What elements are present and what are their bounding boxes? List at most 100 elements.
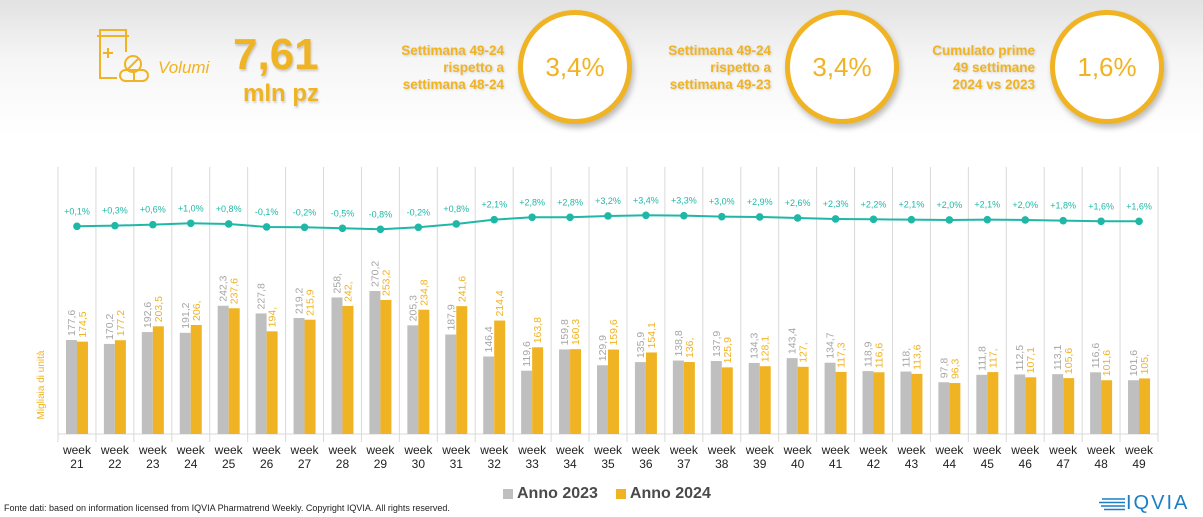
iqvia-logo-text: IQVIA	[1126, 492, 1190, 514]
bar-2023	[255, 313, 267, 434]
change-point	[831, 215, 840, 223]
bar-2024	[418, 309, 430, 434]
x-tick-label: week 45	[972, 443, 1002, 471]
bar-label-2023: 137,9	[711, 331, 723, 357]
chart-legend: Anno 2023 Anno 2024	[503, 485, 729, 503]
bar-label-2024: 163,8	[532, 317, 544, 343]
bar-label-2023: 134,7	[825, 332, 837, 358]
bar-label-2024: 107,1	[1025, 347, 1037, 373]
volumi-value: 7,61	[233, 30, 319, 79]
bar-2024	[1063, 378, 1075, 434]
change-label: +2,0%	[936, 200, 962, 210]
bar-label-2024: 127,	[798, 342, 810, 362]
bar-2024	[1139, 378, 1151, 434]
bar-2023	[862, 371, 874, 434]
change-label: +3,4%	[633, 195, 659, 205]
bar-2023	[407, 325, 419, 434]
bar-2023	[217, 305, 229, 434]
x-tick-label: week 34	[555, 443, 585, 471]
bar-label-2023: 159,8	[559, 319, 571, 345]
change-point	[414, 223, 423, 232]
legend-swatch-2023	[503, 489, 513, 499]
bar-2024	[608, 349, 619, 434]
change-label: +3,3%	[671, 196, 697, 206]
bar-label-2023: 258,	[331, 273, 343, 293]
bar-2023	[331, 297, 343, 434]
y-axis-label: Migliaia di unità	[36, 350, 47, 419]
change-label: +2,0%	[1012, 200, 1038, 210]
bar-2023	[1128, 380, 1140, 434]
x-tick-label: week 24	[176, 443, 206, 471]
change-label: +2,2%	[861, 199, 887, 209]
bar-label-2023: 270,2	[369, 261, 381, 287]
bar-2024	[342, 305, 354, 434]
change-label: -0,1%	[255, 207, 279, 217]
change-point	[452, 220, 461, 228]
kpi-week-vs-prev-circle: 3,4%	[518, 10, 632, 124]
chart-x-axis: week 21 week 22 week 23 week 24 week 25 week 26 week…	[62, 443, 1154, 471]
bar-2024	[228, 308, 240, 434]
legend-item-2023: Anno 2023	[503, 485, 598, 503]
bar-2024	[152, 326, 164, 434]
change-point	[149, 220, 157, 229]
bar-2023	[521, 370, 533, 434]
bar-2024	[456, 306, 468, 434]
bar-label-2024: 116,6	[874, 343, 886, 369]
iqvia-logo-stripes-icon	[1099, 497, 1125, 510]
chart-bars	[65, 291, 1151, 434]
kpi-week-vs-lastyear-label: Settimana 49-24 rispetto a settimana 49-…	[668, 43, 771, 92]
bar-label-2024: 96,3	[949, 358, 961, 379]
change-label: +2,6%	[785, 198, 811, 208]
bar-2023	[179, 332, 191, 434]
medicine-pills-icon	[97, 29, 149, 82]
x-tick-label: week 30	[403, 443, 433, 471]
x-tick-label: week 40	[783, 443, 813, 471]
bar-label-2024: 113,6	[911, 344, 923, 370]
bar-2024	[1101, 380, 1113, 434]
bar-2023	[369, 291, 381, 434]
bar-label-2023: 177,6	[66, 310, 78, 336]
x-tick-label: week 22	[100, 443, 130, 471]
change-point	[983, 215, 992, 224]
change-label: +3,2%	[595, 196, 621, 206]
change-label: +2,9%	[747, 197, 773, 207]
bar-label-2024: 237,6	[229, 278, 241, 304]
bar-label-2024: 105,	[1139, 354, 1151, 374]
bar-label-2024: 159,6	[608, 319, 620, 345]
bar-label-2024: 214,4	[494, 290, 506, 316]
change-point	[755, 213, 764, 221]
change-point	[680, 211, 688, 220]
change-point	[224, 220, 233, 228]
bar-2024	[1025, 377, 1037, 434]
change-point	[111, 221, 119, 230]
chart-change-line: +0,1% +0,3% +0,6% +1,0% +0,8% -0,1% -0,2% -0,5%…	[64, 195, 1152, 234]
change-label: -0,2%	[293, 207, 317, 217]
bar-2023	[65, 340, 77, 434]
bar-2023	[445, 334, 457, 434]
bar-label-2023: 118,9	[863, 341, 875, 367]
x-tick-label: week 48	[1086, 443, 1116, 471]
kpi-cumulative-label: Cumulato prime 49 settimane 2024 vs 2023	[932, 43, 1035, 92]
change-point	[186, 219, 195, 228]
bar-2024	[114, 340, 126, 434]
x-tick-label: week 23	[138, 443, 168, 471]
change-point	[945, 216, 954, 224]
bar-2024	[759, 366, 771, 434]
bar-label-2023: 138,8	[673, 330, 685, 356]
volumi-unit: mln pz	[243, 80, 319, 107]
change-label: +1,0%	[178, 203, 204, 213]
bar-2024	[570, 349, 582, 434]
change-point	[1097, 217, 1105, 226]
bar-2023	[748, 362, 760, 434]
bar-label-2024: 125,9	[722, 337, 734, 363]
bar-label-2023: 119,6	[521, 341, 533, 367]
x-tick-label: week 21	[62, 443, 92, 471]
chart-grid	[57, 167, 1159, 442]
bar-label-2024: 242,	[342, 281, 354, 301]
bar-2023	[900, 371, 912, 434]
bar-label-2024: 154,1	[646, 322, 658, 348]
bar-label-2024: 177,2	[115, 310, 127, 336]
bar-label-2024: 117,	[987, 348, 999, 368]
bar-label-2024: 241,6	[456, 276, 468, 302]
